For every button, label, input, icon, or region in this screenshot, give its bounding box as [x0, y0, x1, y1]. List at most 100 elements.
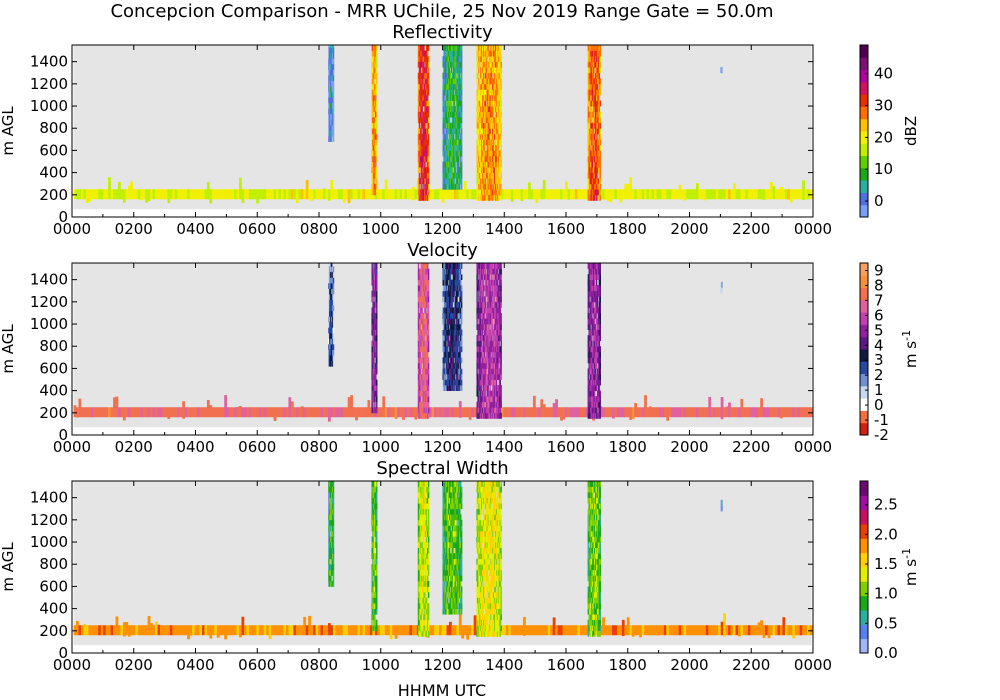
echo-cell	[493, 194, 495, 201]
echo-cell	[458, 72, 460, 79]
echo-cell	[483, 139, 486, 146]
echo-cell	[461, 373, 463, 380]
echo-cell	[450, 56, 453, 63]
echo-cell	[329, 63, 331, 70]
echo-cell	[442, 61, 444, 68]
echo-cell	[476, 301, 478, 308]
echo-cell	[479, 144, 481, 151]
echo-cell	[496, 263, 499, 269]
surface-cell	[253, 189, 257, 200]
echo-cell	[500, 329, 502, 336]
echo-cell	[374, 183, 376, 190]
echo-cell	[485, 61, 488, 68]
echo-cell	[331, 52, 333, 59]
echo-cell	[478, 139, 480, 146]
echo-cell	[476, 390, 478, 397]
surface-cell	[705, 407, 709, 418]
surface-cell	[85, 407, 89, 418]
surface-cell	[518, 189, 521, 200]
x-tick-label: 1400	[485, 220, 523, 238]
echo-cell	[492, 161, 494, 168]
echo-cell	[375, 362, 377, 369]
echo-cell	[427, 296, 429, 303]
echo-cell	[372, 301, 374, 308]
echo-cell	[376, 335, 378, 342]
echo-cell	[480, 194, 482, 201]
echo-cell	[421, 94, 423, 101]
echo-cell	[593, 133, 595, 140]
echo-cell	[493, 183, 495, 190]
surface-cell	[137, 407, 141, 418]
echo-cell	[480, 390, 482, 397]
echo-cell	[493, 100, 495, 107]
surface-cell	[725, 189, 729, 200]
echo-cell	[420, 128, 422, 135]
echo-cell	[589, 133, 591, 140]
echo-cell	[420, 161, 422, 168]
echo-cell	[588, 279, 590, 286]
echo-cell	[594, 324, 596, 330]
echo-cell	[499, 357, 501, 364]
echo-cell	[494, 183, 496, 190]
echo-cell	[459, 178, 461, 185]
echo-cell	[448, 122, 450, 129]
surface-cell	[582, 407, 586, 418]
echo-cell	[492, 122, 494, 129]
echo-cell	[594, 61, 596, 68]
echo-cell	[492, 412, 494, 419]
surface-cell	[681, 189, 684, 200]
echo-cell	[418, 385, 421, 392]
echo-cell	[595, 183, 597, 190]
echo-cell	[457, 183, 459, 190]
echo-cell	[448, 122, 451, 129]
echo-cell	[495, 318, 498, 325]
echo-cell	[376, 396, 378, 403]
echo-cell	[374, 139, 376, 146]
surface-cell	[466, 189, 470, 200]
echo-cell	[420, 340, 422, 347]
echo-cell	[594, 307, 596, 314]
surface-cell	[782, 189, 786, 200]
echo-cell	[599, 144, 601, 151]
echo-cell	[444, 301, 446, 308]
echo-cell	[331, 349, 333, 356]
echo-cell	[486, 318, 488, 325]
echo-cell	[481, 407, 483, 414]
echo-cell	[447, 172, 449, 179]
echo-cell	[593, 335, 595, 342]
echo-cell	[499, 329, 501, 336]
echo-cell	[329, 321, 331, 328]
echo-cell	[459, 274, 461, 281]
echo-cell	[451, 78, 454, 85]
echo-cell	[478, 385, 480, 392]
echo-cell	[422, 390, 424, 397]
echo-cell	[445, 373, 447, 380]
echo-cell	[499, 301, 501, 308]
echo-cell	[371, 279, 373, 286]
echo-cell	[487, 390, 489, 397]
echo-cell	[486, 290, 488, 297]
echo-cell	[482, 50, 485, 57]
surface-cell	[619, 189, 623, 203]
echo-cell	[597, 318, 600, 325]
echo-cell	[485, 50, 488, 57]
echo-cell	[480, 78, 482, 85]
echo-cell	[421, 263, 423, 269]
echo-cell	[489, 307, 491, 314]
echo-cell	[445, 111, 447, 118]
echo-cell	[419, 324, 421, 330]
echo-cell	[426, 72, 428, 79]
colorbar-swatch	[860, 94, 868, 107]
echo-cell	[476, 296, 478, 303]
echo-cell	[442, 94, 444, 101]
echo-cell	[427, 335, 429, 342]
echo-cell	[589, 351, 591, 358]
echo-cell	[480, 268, 482, 275]
echo-cell	[328, 266, 330, 273]
surface-cell	[767, 407, 771, 418]
echo-cell	[375, 268, 377, 275]
echo-cell	[444, 122, 446, 129]
echo-cell	[423, 346, 425, 353]
echo-cell	[419, 285, 421, 292]
echo-cell	[494, 189, 497, 196]
